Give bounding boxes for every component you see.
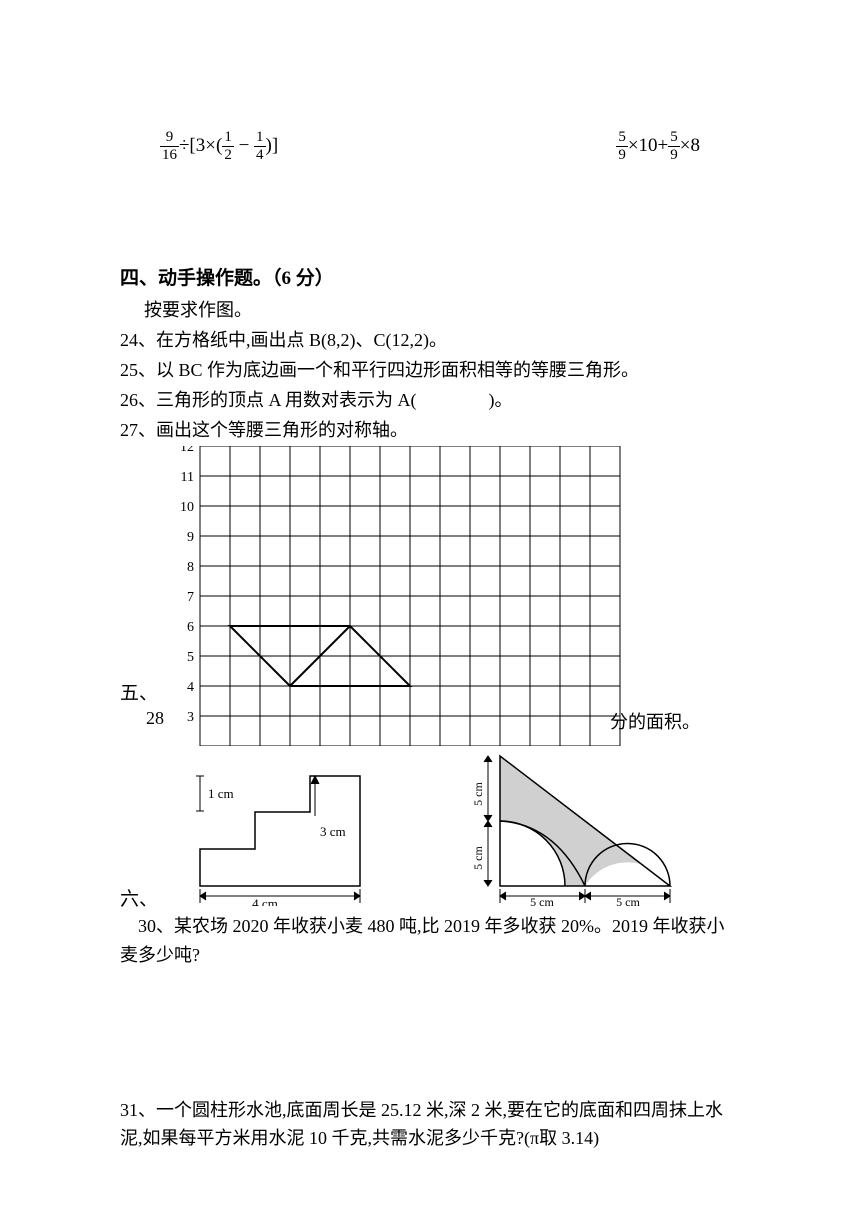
fraction: 59 [668,130,680,163]
svg-text:6: 6 [187,620,194,635]
section-5-prefix: 五、 [120,678,158,705]
svg-text:4: 4 [187,680,194,695]
svg-text:11: 11 [181,470,194,485]
svg-text:10: 10 [180,500,194,515]
equation-row: 916÷[3×(12 − 14)] 59×10+59×8 [120,130,740,163]
question-30: 30、某农场 2020 年收获小麦 480 吨,比 2019 年多收获 20%。… [120,912,740,970]
svg-text:7: 7 [187,590,194,605]
question-28-tail: 分的面积。 [610,708,700,734]
fraction: 14 [254,130,266,163]
fraction: 59 [616,130,628,163]
question-24: 24、在方格纸中,画出点 B(8,2)、C(12,2)。 [120,326,740,352]
dim-5cm-a: 5 cm [471,782,485,806]
svg-text:5: 5 [187,650,194,665]
stairs-figure: 1 cm 3 cm 4 cm [170,756,370,906]
section-4-title: 四、动手操作题。（6 分） [120,263,740,290]
svg-text:3: 3 [187,710,194,725]
fraction: 12 [222,130,234,163]
svg-text:12: 12 [180,446,194,455]
dim-3cm: 3 cm [320,824,346,839]
dim-5cm-c: 5 cm [530,895,554,906]
figures-row: 1 cm 3 cm 4 cm [170,746,740,906]
question-28-num: 28 [146,708,164,729]
section-6-prefix: 六、 [120,884,158,911]
question-26: 26、三角形的顶点 A 用数对表示为 A( )。 [120,386,740,412]
dim-5cm-d: 5 cm [616,895,640,906]
section-4-sub: 按要求作图。 [120,296,740,322]
dim-5cm-b: 5 cm [471,846,485,870]
dim-4cm: 4 cm [252,896,278,906]
svg-text:9: 9 [187,530,194,545]
question-31: 31、一个圆柱形水池,底面周长是 25.12 米,深 2 米,要在它的底面和四周… [120,1096,740,1154]
equation-right: 59×10+59×8 [616,130,700,163]
grid-figure: 1211109876543 五、 28 分的面积。 [170,446,740,746]
equation-left: 916÷[3×(12 − 14)] [160,130,278,163]
dim-1cm: 1 cm [208,786,234,801]
question-25: 25、以 BC 作为底边画一个和平行四边形面积相等的等腰三角形。 [120,356,740,382]
fraction: 916 [160,130,179,163]
grid-svg: 12 11 10 9 8 7 6 5 4 3 [170,446,630,746]
svg-text:8: 8 [187,560,194,575]
question-27: 27、画出这个等腰三角形的对称轴。 [120,416,740,442]
triangle-arcs-figure: 5 cm 5 cm 5 cm 5 cm [470,746,690,906]
